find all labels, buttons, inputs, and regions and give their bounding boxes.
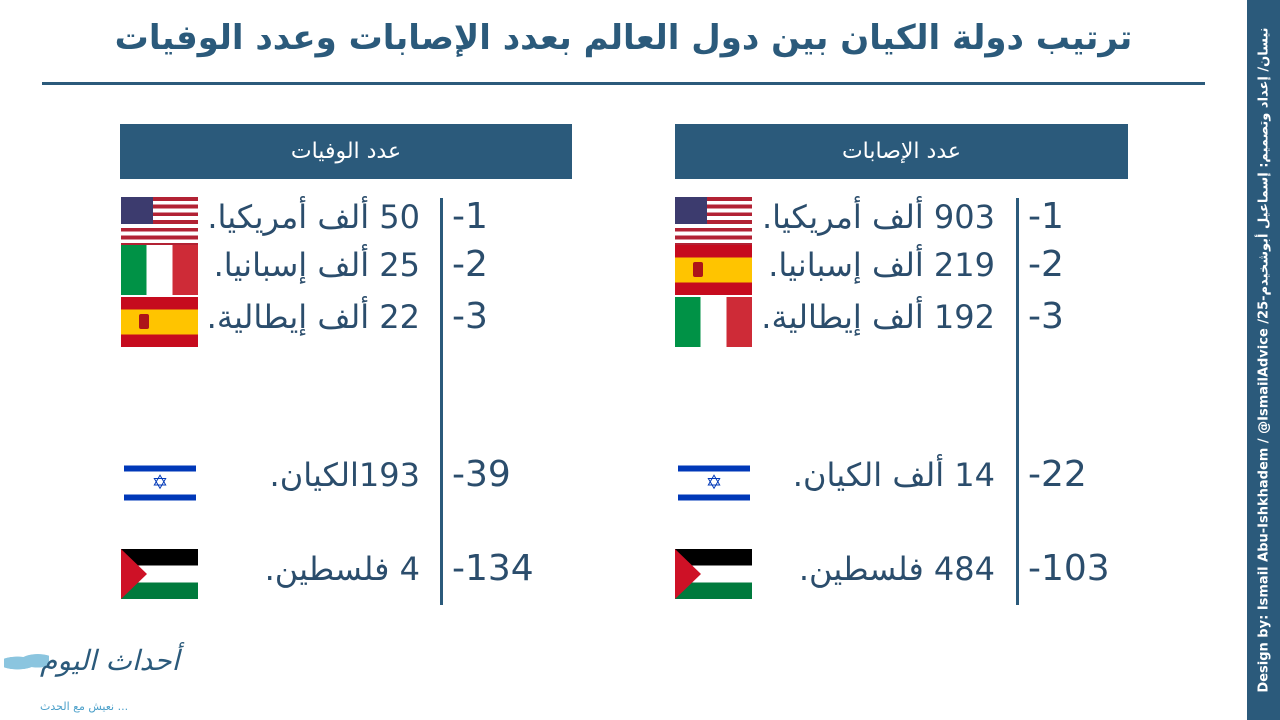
deaths-rank: -2 [452, 244, 488, 285]
logo: أحداث اليوم ... نعيش مع الحدث [4, 644, 264, 720]
deaths-rank: -134 [452, 548, 534, 589]
cases-value: 14 ألف الكيان. [792, 456, 995, 494]
deaths-value: 25 ألف إسبانيا. [213, 246, 420, 284]
cases-value: 192 ألف إيطالية. [761, 298, 995, 336]
cases-value: 484 فلسطين. [798, 550, 995, 588]
deaths-value: 4 فلسطين. [264, 550, 420, 588]
deaths-value: 50 ألف أمريكيا. [207, 198, 420, 236]
cases-header: عدد الإصابات [675, 124, 1128, 179]
deaths-divider [440, 198, 443, 605]
cases-divider [1016, 198, 1019, 605]
cases-value: 903 ألف أمريكيا. [761, 198, 995, 236]
world-map-icon [4, 652, 49, 674]
deaths-rank: -39 [452, 454, 511, 495]
credit-text: Design by: Ismail Abu-Ishkhadem / @Ismai… [1256, 27, 1271, 693]
palestine-flag-icon [121, 549, 198, 599]
deaths-header: عدد الوفيات [120, 124, 572, 179]
cases-rank: -103 [1028, 548, 1110, 589]
israel-flag-icon: ✡ [124, 461, 196, 505]
cases-value: 219 ألف إسبانيا. [768, 246, 995, 284]
credit-sidebar: Design by: Ismail Abu-Ishkhadem / @Ismai… [1247, 0, 1280, 720]
title-divider [42, 82, 1205, 85]
us-flag-icon [675, 197, 752, 247]
palestine-flag-icon [675, 549, 752, 599]
page-title: ترتيب دولة الكيان بين دول العالم بعدد ال… [114, 18, 1133, 58]
italy-flag-icon [675, 297, 752, 347]
deaths-rank: -1 [452, 196, 488, 237]
logo-name: أحداث اليوم [40, 644, 180, 677]
deaths-value: 193الكيان. [269, 456, 420, 494]
cases-rank: -1 [1028, 196, 1064, 237]
spain-flag-icon [121, 297, 198, 347]
star-of-david-icon: ✡ [705, 470, 723, 494]
cases-rank: -2 [1028, 244, 1064, 285]
israel-flag-icon: ✡ [678, 461, 750, 505]
logo-tagline: ... نعيش مع الحدث [40, 700, 129, 713]
us-flag-icon [121, 197, 198, 247]
star-of-david-icon: ✡ [151, 470, 169, 494]
cases-rank: -22 [1028, 454, 1087, 495]
italy-flag-icon [121, 245, 198, 295]
deaths-value: 22 ألف إيطالية. [206, 298, 420, 336]
spain-flag-icon [675, 245, 752, 295]
deaths-rank: -3 [452, 296, 488, 337]
cases-rank: -3 [1028, 296, 1064, 337]
